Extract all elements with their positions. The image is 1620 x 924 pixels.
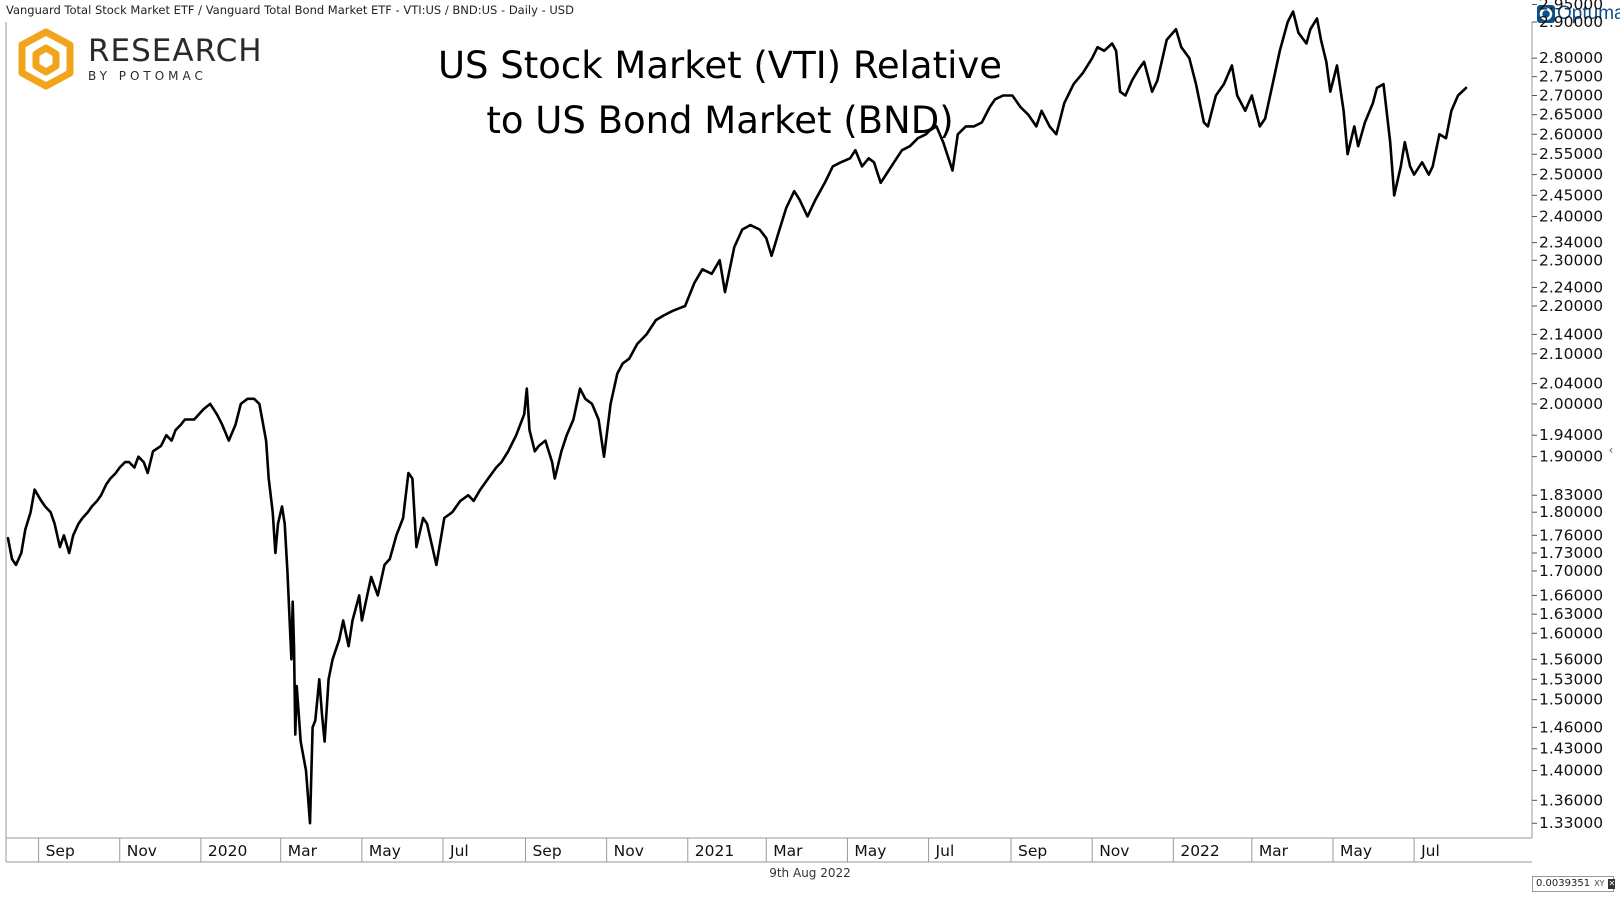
logo-main-text: RESEARCH bbox=[88, 33, 263, 69]
y-tick-label: 2.90000 bbox=[1539, 13, 1603, 31]
collapse-panel-chevron-icon[interactable]: ‹ bbox=[1608, 443, 1614, 457]
y-tick-label: 2.65000 bbox=[1539, 106, 1603, 124]
y-tick-label: 2.30000 bbox=[1539, 251, 1603, 269]
x-tick-label: Jul bbox=[935, 842, 955, 860]
x-tick-label: May bbox=[1340, 842, 1372, 860]
x-tick-label: Jul bbox=[1420, 842, 1440, 860]
research-logo: RESEARCH BY POTOMAC bbox=[16, 28, 263, 90]
logo-sub-text: BY POTOMAC bbox=[88, 69, 207, 83]
y-tick-label: 1.80000 bbox=[1539, 503, 1603, 521]
y-tick-label: 2.75000 bbox=[1539, 68, 1603, 86]
optuma-brand-text: Optuma bbox=[1557, 3, 1620, 24]
chart-header-text: Vanguard Total Stock Market ETF / Vangua… bbox=[6, 3, 574, 17]
y-tick-label: 1.66000 bbox=[1539, 586, 1603, 604]
y-tick-label: 1.33000 bbox=[1539, 814, 1603, 832]
y-tick-label: 1.73000 bbox=[1539, 544, 1603, 562]
x-axis: Sep Nov 2020 Mar May Jul Sep Nov 2021 Mar May Jul Se… bbox=[38, 838, 1440, 862]
y-tick-label: 1.83000 bbox=[1539, 486, 1603, 504]
y-tick-label: 1.60000 bbox=[1539, 624, 1603, 642]
y-tick-label: 1.40000 bbox=[1539, 762, 1603, 780]
y-tick-label: 2.95000 bbox=[1539, 0, 1603, 13]
y-tick-label: 1.56000 bbox=[1539, 650, 1603, 668]
hexagon-logo-icon bbox=[18, 28, 74, 90]
x-tick-label: 2022 bbox=[1180, 842, 1219, 860]
x-tick-label: Mar bbox=[773, 842, 803, 860]
y-tick-label: 2.45000 bbox=[1539, 186, 1603, 204]
y-tick-label: 2.24000 bbox=[1539, 278, 1603, 296]
scale-xy-label: XY bbox=[1594, 879, 1605, 888]
chart-title-line-1: US Stock Market (VTI) Relative bbox=[437, 44, 1003, 87]
x-tick-label: 2020 bbox=[208, 842, 247, 860]
y-tick-label: 1.46000 bbox=[1539, 718, 1603, 736]
y-tick-label: 2.55000 bbox=[1539, 145, 1603, 163]
close-icon[interactable]: ✕ bbox=[1608, 879, 1616, 889]
y-tick-label: 2.10000 bbox=[1539, 345, 1603, 363]
y-tick-label: 1.50000 bbox=[1539, 691, 1603, 709]
y-tick-label: 2.60000 bbox=[1539, 125, 1603, 143]
x-tick-label: May bbox=[854, 842, 886, 860]
chart-title-line-2: to US Bond Market (BND) bbox=[486, 99, 954, 142]
y-tick-label: 2.00000 bbox=[1539, 395, 1603, 413]
x-tick-label: Sep bbox=[46, 842, 75, 860]
y-tick-label: 1.63000 bbox=[1539, 605, 1603, 623]
y-tick-label: 1.70000 bbox=[1539, 562, 1603, 580]
y-tick-label: 1.53000 bbox=[1539, 670, 1603, 688]
y-tick-label: 2.34000 bbox=[1539, 234, 1603, 252]
series-line bbox=[6, 10, 1468, 825]
x-tick-label: Mar bbox=[1259, 842, 1289, 860]
y-tick-label: 2.40000 bbox=[1539, 208, 1603, 226]
y-tick-label: 1.76000 bbox=[1539, 526, 1603, 544]
x-tick-label: May bbox=[369, 842, 401, 860]
axes-frame bbox=[5, 22, 1533, 863]
chart-title: US Stock Market (VTI) Relative to US Bon… bbox=[400, 38, 1040, 148]
y-tick-label: 2.20000 bbox=[1539, 297, 1603, 315]
x-tick-label: Mar bbox=[288, 842, 318, 860]
optuma-logo-icon bbox=[1537, 5, 1555, 23]
y-tick-label: 2.50000 bbox=[1539, 166, 1603, 184]
x-tick-label: Nov bbox=[127, 842, 157, 860]
y-tick-label: 2.70000 bbox=[1539, 86, 1603, 104]
y-tick-label: 1.90000 bbox=[1539, 448, 1603, 466]
y-tick-label: 2.04000 bbox=[1539, 375, 1603, 393]
y-tick-label: 2.80000 bbox=[1539, 49, 1603, 67]
x-tick-label: Nov bbox=[1099, 842, 1129, 860]
y-tick-label: 2.14000 bbox=[1539, 325, 1603, 343]
y-tick-label: 1.94000 bbox=[1539, 426, 1603, 444]
x-tick-label: Sep bbox=[532, 842, 561, 860]
y-tick-label: 1.36000 bbox=[1539, 791, 1603, 809]
y-tick-label: 1.43000 bbox=[1539, 740, 1603, 758]
optuma-brand: Optuma bbox=[1536, 2, 1620, 26]
x-tick-label: Jul bbox=[449, 842, 469, 860]
scale-box[interactable]: 0.0039351 XY ✕ bbox=[1532, 876, 1616, 892]
x-tick-label: Sep bbox=[1018, 842, 1047, 860]
x-tick-label: 2021 bbox=[695, 842, 734, 860]
scale-value: 0.0039351 bbox=[1536, 878, 1591, 889]
x-tick-label: Nov bbox=[614, 842, 644, 860]
footer-date: 9th Aug 2022 bbox=[769, 866, 851, 880]
